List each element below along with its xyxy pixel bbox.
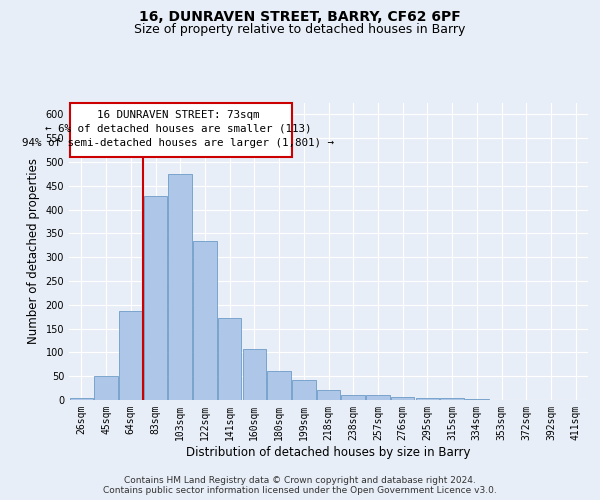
Bar xyxy=(70,398,93,400)
Bar xyxy=(119,311,143,400)
FancyBboxPatch shape xyxy=(70,102,292,157)
Bar xyxy=(218,318,241,400)
Bar xyxy=(242,349,266,400)
Bar xyxy=(440,398,464,400)
Y-axis label: Number of detached properties: Number of detached properties xyxy=(27,158,40,344)
Bar xyxy=(144,196,167,400)
Bar xyxy=(391,396,415,400)
Text: 16, DUNRAVEN STREET, BARRY, CF62 6PF: 16, DUNRAVEN STREET, BARRY, CF62 6PF xyxy=(139,10,461,24)
Text: Size of property relative to detached houses in Barry: Size of property relative to detached ho… xyxy=(134,22,466,36)
Text: 94% of semi-detached houses are larger (1,801) →: 94% of semi-detached houses are larger (… xyxy=(22,138,334,148)
Bar xyxy=(94,376,118,400)
Bar xyxy=(317,390,340,400)
Bar xyxy=(292,380,316,400)
Bar xyxy=(465,399,488,400)
Bar xyxy=(169,174,192,400)
Text: Contains public sector information licensed under the Open Government Licence v3: Contains public sector information licen… xyxy=(103,486,497,495)
Bar xyxy=(366,395,389,400)
Bar xyxy=(268,372,291,400)
Text: 16 DUNRAVEN STREET: 73sqm: 16 DUNRAVEN STREET: 73sqm xyxy=(97,110,260,120)
Bar xyxy=(193,240,217,400)
Bar xyxy=(416,398,439,400)
Bar xyxy=(341,395,365,400)
Text: ← 6% of detached houses are smaller (113): ← 6% of detached houses are smaller (113… xyxy=(45,124,311,134)
Text: Contains HM Land Registry data © Crown copyright and database right 2024.: Contains HM Land Registry data © Crown c… xyxy=(124,476,476,485)
X-axis label: Distribution of detached houses by size in Barry: Distribution of detached houses by size … xyxy=(186,446,471,458)
